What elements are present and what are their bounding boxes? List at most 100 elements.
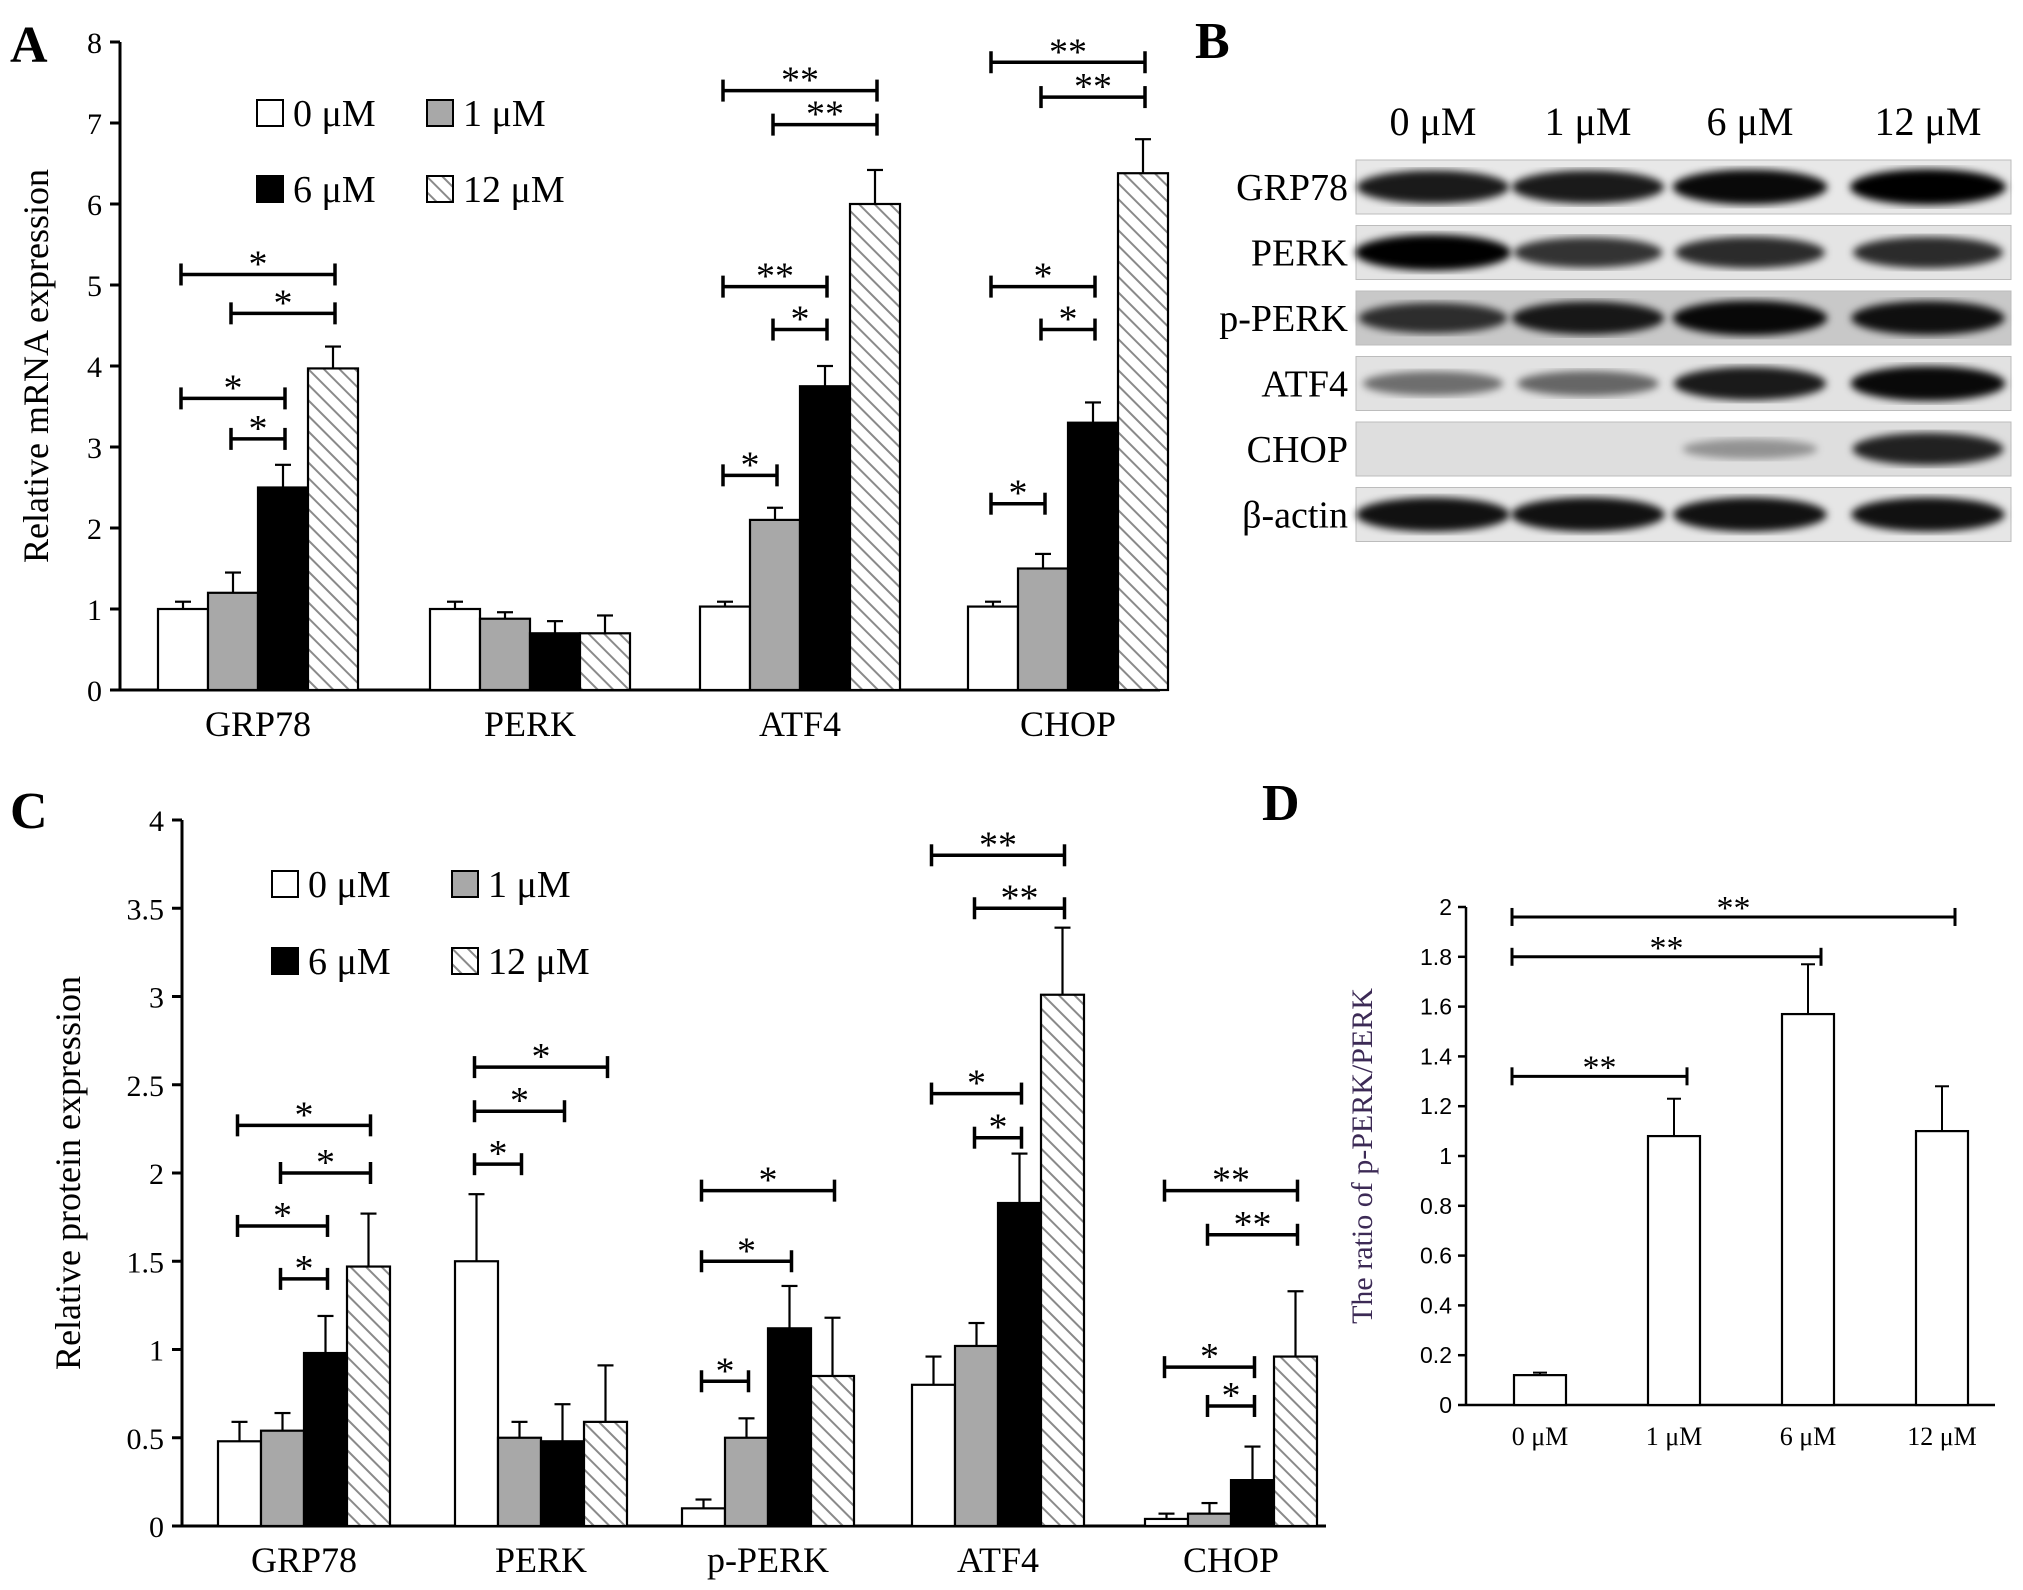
y-tick-label: 0.5 xyxy=(127,1423,165,1456)
significance-marker: ** xyxy=(1001,877,1039,919)
x-tick-label: 0 μM xyxy=(1512,1422,1569,1451)
bar xyxy=(1780,1012,1836,1407)
bar xyxy=(206,591,260,692)
significance-marker: ** xyxy=(979,824,1017,866)
bar xyxy=(1272,1355,1319,1528)
y-tick-label: 3.5 xyxy=(127,893,165,926)
blot-band xyxy=(1853,236,2003,269)
significance-marker: * xyxy=(295,1094,314,1136)
blot-band xyxy=(1672,300,1828,336)
blot-band xyxy=(1356,497,1510,532)
blot-band xyxy=(1672,169,1828,205)
y-axis-title: The ratio of p-PERK/PERK xyxy=(1346,988,1379,1324)
legend-label: 12 μM xyxy=(488,941,590,983)
blot-band xyxy=(1675,236,1825,269)
y-tick-label: 0.4 xyxy=(1420,1292,1452,1318)
legend-label: 1 μM xyxy=(488,864,571,906)
blot-row-label: ATF4 xyxy=(1261,364,1348,406)
y-tick-label: 3 xyxy=(87,432,102,465)
blot-band xyxy=(1852,432,2004,466)
bar xyxy=(996,1201,1043,1528)
y-tick-label: 0 xyxy=(87,675,102,708)
blot-band xyxy=(1511,301,1665,335)
y-tick-label: 1.8 xyxy=(1420,944,1452,970)
significance-marker: ** xyxy=(806,94,844,136)
y-tick-label: 6 xyxy=(87,189,102,222)
lane-label: 12 μM xyxy=(1874,99,1981,144)
x-tick-label: GRP78 xyxy=(251,1540,357,1580)
significance-marker: * xyxy=(741,444,760,486)
significance-marker: ** xyxy=(1234,1204,1272,1246)
blot-row-label: CHOP xyxy=(1247,429,1348,471)
bar xyxy=(539,1440,586,1528)
significance-marker: ** xyxy=(1074,66,1112,108)
panel-label-b: B xyxy=(1195,13,1230,70)
significance-marker: * xyxy=(1034,256,1053,298)
significance-marker: * xyxy=(967,1063,986,1105)
x-tick-label: ATF4 xyxy=(759,704,841,744)
bar xyxy=(1066,421,1120,692)
bar xyxy=(1914,1129,1970,1407)
y-tick-label: 2 xyxy=(149,1158,164,1191)
blot-band xyxy=(1850,169,2006,205)
y-tick-label: 0 xyxy=(149,1511,164,1544)
chart-d-pperk-perk-ratio: 0 0.2 0.4 0.6 0.8 1 1.2 1.4 1.6 1.8 2 The ratio of … xyxy=(1346,890,1995,1451)
significance-marker: * xyxy=(249,408,268,450)
blot-band xyxy=(1851,300,2005,336)
bar xyxy=(478,617,532,692)
x-tick-label: 6 μM xyxy=(1780,1422,1837,1451)
y-tick-label: 1 xyxy=(1439,1143,1452,1169)
blot-band xyxy=(1511,170,1665,204)
lane-label: 6 μM xyxy=(1706,99,1793,144)
x-tick-label: GRP78 xyxy=(205,704,311,744)
significance-marker: ** xyxy=(1212,1160,1250,1202)
bar xyxy=(528,632,582,692)
blot-row-label: p-PERK xyxy=(1219,298,1348,340)
legend-label: 0 μM xyxy=(293,93,376,135)
bar xyxy=(1039,993,1086,1528)
y-tick-label: 8 xyxy=(87,27,102,60)
bar xyxy=(345,1265,392,1528)
bar xyxy=(259,1429,306,1528)
significance-marker: * xyxy=(273,1195,292,1237)
significance-marker: * xyxy=(249,243,268,285)
bar xyxy=(216,1440,263,1528)
bar xyxy=(1229,1479,1276,1528)
blot-band xyxy=(1850,365,2006,402)
significance-marker: ** xyxy=(781,60,819,102)
bar xyxy=(809,1374,856,1528)
legend-swatch xyxy=(426,175,454,203)
legend-swatch xyxy=(451,870,479,898)
bar xyxy=(428,607,482,692)
bar xyxy=(578,632,632,692)
y-tick-label: 2 xyxy=(87,513,102,546)
legend-label: 1 μM xyxy=(463,93,546,135)
significance-marker: * xyxy=(224,367,243,409)
blot-band xyxy=(1517,370,1659,397)
y-tick-label: 7 xyxy=(87,108,102,141)
y-tick-label: 0.6 xyxy=(1420,1243,1452,1269)
legend-label: 6 μM xyxy=(308,941,391,983)
legend-swatch xyxy=(256,175,284,203)
y-tick-label: 0 xyxy=(1439,1392,1452,1418)
x-tick-label: PERK xyxy=(495,1540,587,1580)
y-tick-label: 1.5 xyxy=(127,1246,165,1279)
bar xyxy=(1512,1374,1568,1407)
y-tick-label: 0.2 xyxy=(1420,1342,1452,1368)
y-tick-label: 1.2 xyxy=(1420,1093,1452,1119)
blot-band xyxy=(1682,438,1818,460)
legend-swatch xyxy=(256,99,284,127)
bar xyxy=(953,1344,1000,1528)
legend-label: 6 μM xyxy=(293,169,376,211)
y-axis-title: Relative mRNA expression xyxy=(16,169,56,563)
legend-label: 12 μM xyxy=(463,169,565,211)
significance-marker: * xyxy=(759,1160,778,1202)
y-tick-label: 4 xyxy=(87,351,102,384)
bar xyxy=(582,1420,629,1528)
western-blot: 0 μM 1 μM 6 μM 12 μM GRP78 PERK p-PERK ATF4 CHOP… xyxy=(1219,99,2012,542)
significance-marker: * xyxy=(532,1036,551,1078)
bar xyxy=(798,385,852,692)
blot-band xyxy=(1355,234,1511,271)
bar xyxy=(156,607,210,692)
lane-label: 1 μM xyxy=(1544,99,1631,144)
